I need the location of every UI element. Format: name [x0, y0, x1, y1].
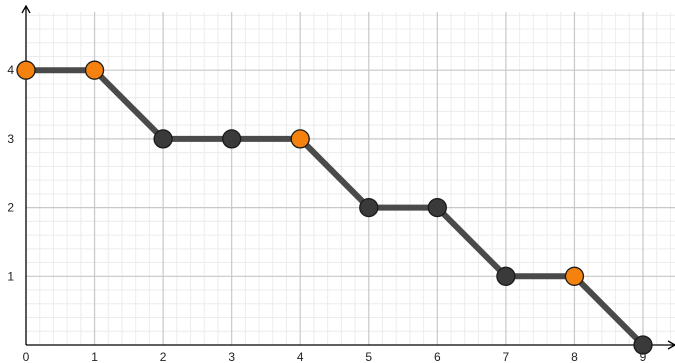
data-point: [153, 129, 173, 149]
y-tick-label: 3: [7, 132, 14, 146]
x-tick-label: 3: [228, 350, 235, 363]
data-point: [496, 266, 516, 286]
data-point: [222, 129, 242, 149]
data-point: [427, 197, 447, 218]
x-tick-label: 8: [571, 350, 578, 363]
data-point: [359, 197, 379, 218]
series-line-group: [23, 67, 646, 348]
y-tick-label: 4: [7, 63, 14, 77]
x-tick-label: 5: [365, 350, 372, 363]
y-tick-labels: 1 2 3 4: [7, 63, 14, 283]
x-axis-arrow-icon: [667, 340, 675, 350]
highlighted-data-point: [16, 60, 36, 80]
axes: [21, 4, 675, 350]
x-tick-label: 1: [91, 350, 98, 363]
major-grid: [26, 12, 675, 345]
y-tick-label: 2: [7, 201, 14, 215]
x-tick-label: 4: [297, 350, 304, 363]
highlighted-data-point: [290, 129, 310, 149]
y-axis-arrow-icon: [21, 4, 31, 14]
y-tick-label: 1: [7, 269, 14, 283]
x-tick-label: 0: [23, 350, 30, 363]
data-points: [16, 60, 653, 355]
x-tick-label: 2: [160, 350, 167, 363]
highlighted-data-point: [84, 60, 105, 80]
series-line: [23, 67, 646, 348]
data-point: [633, 335, 653, 355]
x-tick-label: 7: [503, 350, 510, 363]
x-tick-labels: 0 1 2 3 4 5 6 7 8 9: [23, 350, 647, 363]
x-tick-label: 6: [434, 350, 441, 363]
x-tick-label: 9: [640, 350, 647, 363]
minor-grid: [26, 12, 675, 345]
highlighted-data-point: [564, 266, 585, 286]
